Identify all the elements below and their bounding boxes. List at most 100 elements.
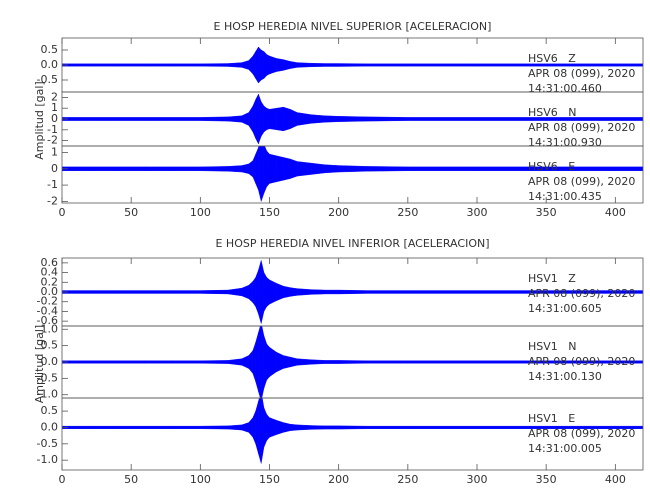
x-tick-label: 50 xyxy=(124,473,138,486)
envelope-segment xyxy=(283,285,291,299)
trace xyxy=(62,94,643,144)
envelope-segment xyxy=(324,360,339,364)
trace-time: 14:31:00.005 xyxy=(528,442,602,455)
envelope-segment xyxy=(283,59,291,71)
envelope-segment xyxy=(261,326,265,398)
y-tick-label: 0.4 xyxy=(41,266,59,279)
x-tick-label: 100 xyxy=(190,206,211,219)
trace-date: APR 08 (099), 2020 xyxy=(528,67,635,80)
y-tick-label: -1.0 xyxy=(37,453,58,466)
trace-date: APR 08 (099), 2020 xyxy=(528,355,635,368)
y-tick-label: 0.5 xyxy=(41,339,59,352)
envelope-segment xyxy=(283,355,291,369)
envelope-segment xyxy=(172,290,201,294)
y-tick-label: 0.2 xyxy=(41,275,59,288)
y-tick-label: 1 xyxy=(51,101,58,114)
envelope-segment xyxy=(615,166,643,171)
envelope-segment xyxy=(310,62,326,68)
x-tick-label: 50 xyxy=(124,206,138,219)
y-tick-label: 0.5 xyxy=(41,43,59,56)
envelope-segment xyxy=(366,425,409,429)
envelope-segment xyxy=(296,112,312,126)
trace xyxy=(62,260,643,324)
envelope-segment xyxy=(615,117,643,121)
envelope-segment xyxy=(117,166,146,171)
envelope-segment xyxy=(296,161,312,177)
y-tick-label: -2 xyxy=(47,134,58,147)
y-tick-label: 1 xyxy=(51,146,58,159)
envelope-segment xyxy=(252,50,256,80)
envelope-segment xyxy=(407,360,478,364)
envelope-segment xyxy=(200,425,229,430)
envelope-segment xyxy=(266,276,270,308)
envelope-segment xyxy=(310,289,326,295)
envelope-segment xyxy=(338,63,367,67)
trace-date: APR 08 (099), 2020 xyxy=(528,121,635,134)
envelope-segment xyxy=(241,422,249,433)
envelope-segment xyxy=(266,54,270,76)
envelope-segment xyxy=(263,407,267,448)
envelope-segment xyxy=(172,360,201,364)
x-tick-label: 350 xyxy=(536,473,557,486)
trace-name: HSV1 N xyxy=(528,340,577,353)
envelope-segment xyxy=(338,116,367,122)
y-tick-label: 2 xyxy=(51,90,58,103)
envelope-segment xyxy=(269,417,277,438)
envelope-segment xyxy=(241,60,249,70)
envelope-segment xyxy=(89,360,118,364)
envelope-segment xyxy=(276,351,284,373)
envelope-segment xyxy=(248,280,254,304)
envelope-segment xyxy=(258,46,262,84)
envelope-segment xyxy=(615,290,643,294)
x-tick-label: 400 xyxy=(605,473,626,486)
x-tick-label: 150 xyxy=(259,473,280,486)
envelope-segment xyxy=(296,62,312,68)
envelope-segment xyxy=(144,290,173,294)
envelope-segment xyxy=(241,284,249,300)
x-tick-label: 300 xyxy=(467,473,488,486)
x-tick-label: 100 xyxy=(190,473,211,486)
envelope-segment xyxy=(252,154,256,184)
envelope-segment xyxy=(252,342,256,382)
y-tick-label: -0.5 xyxy=(37,73,58,86)
envelope-segment xyxy=(310,162,326,175)
envelope-segment xyxy=(310,425,326,430)
chart-title: E HOSP HEREDIA NIVEL INFERIOR [ACELERACI… xyxy=(215,237,489,250)
envelope-segment xyxy=(266,150,270,188)
x-tick-label: 250 xyxy=(397,473,418,486)
envelope-segment xyxy=(144,166,173,171)
envelope-segment xyxy=(89,290,118,294)
envelope-segment xyxy=(255,94,259,144)
envelope-segment xyxy=(241,112,249,126)
chart-title: E HOSP HEREDIA NIVEL SUPERIOR [ACELERACI… xyxy=(214,20,492,33)
trace-name: HSV6 E xyxy=(528,160,575,173)
envelope-segment xyxy=(117,290,146,294)
envelope-segment xyxy=(255,147,259,191)
y-tick-label: 0.5 xyxy=(41,404,59,417)
envelope-segment xyxy=(200,360,229,364)
envelope-segment xyxy=(366,290,409,294)
envelope-segment xyxy=(89,63,118,67)
envelope-segment xyxy=(255,401,259,454)
trace-date: APR 08 (099), 2020 xyxy=(528,287,635,300)
trace-name: HSV1 E xyxy=(528,412,575,425)
x-tick-label: 0 xyxy=(59,473,66,486)
envelope-segment xyxy=(310,359,326,365)
trace-time: 14:31:00.435 xyxy=(528,190,602,203)
envelope-segment xyxy=(290,423,298,431)
envelope-segment xyxy=(200,289,229,295)
trace xyxy=(62,398,643,464)
envelope-segment xyxy=(261,101,265,137)
envelope-segment xyxy=(255,270,259,314)
x-tick-label: 400 xyxy=(605,206,626,219)
envelope-segment xyxy=(200,116,229,122)
envelope-segment xyxy=(261,260,265,324)
envelope-segment xyxy=(252,411,256,444)
envelope-segment xyxy=(241,163,249,174)
envelope-segment xyxy=(252,99,256,139)
envelope-segment xyxy=(241,355,249,369)
envelope-segment xyxy=(172,117,201,121)
envelope-segment xyxy=(290,356,298,368)
y-tick-label: -1 xyxy=(47,123,58,136)
y-tick-label: -0.6 xyxy=(37,314,58,327)
